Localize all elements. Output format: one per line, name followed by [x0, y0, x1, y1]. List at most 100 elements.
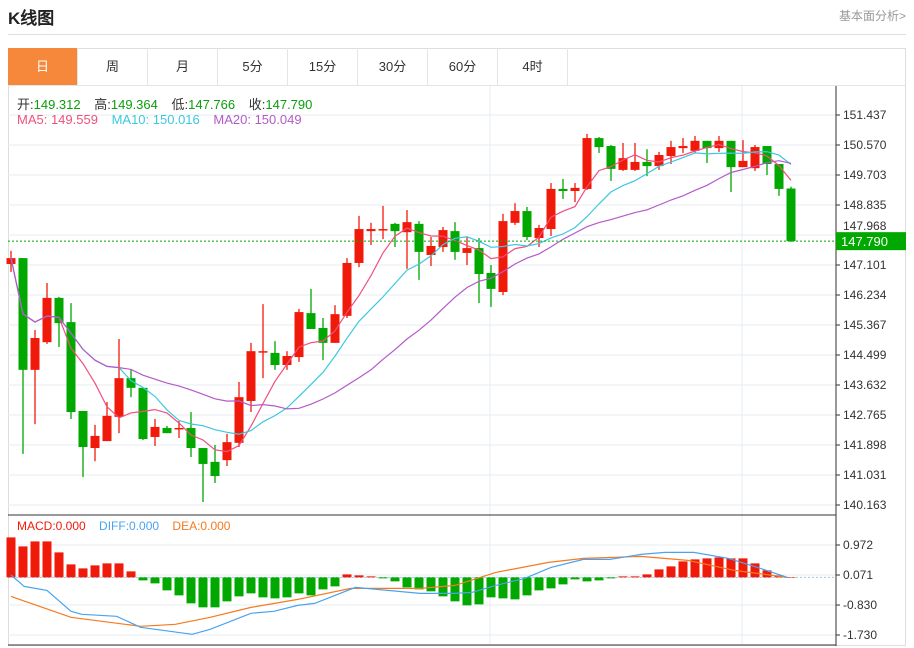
macd-bar	[642, 574, 652, 578]
candle	[318, 317, 328, 361]
macd-bar	[282, 577, 292, 598]
candle-body	[402, 222, 412, 233]
candle-body	[162, 427, 172, 434]
fundamental-analysis-link[interactable]: 基本面分析>	[838, 9, 906, 23]
candle-body	[90, 435, 100, 449]
ma20-legend: MA20: 150.049	[213, 112, 302, 127]
candle-body	[234, 397, 244, 443]
candle	[726, 140, 736, 193]
diff-legend-item: DIFF:0.000	[99, 519, 160, 533]
candle	[666, 140, 676, 165]
ma5-legend: MA5: 149.559	[17, 112, 98, 127]
tab-5min[interactable]: 5分	[218, 48, 288, 85]
candle	[378, 205, 388, 240]
y-tick-label: 147.968	[843, 219, 887, 233]
candle	[714, 135, 724, 152]
candle-body	[570, 187, 580, 192]
y-tick-label: 141.898	[843, 438, 887, 452]
candle-body	[30, 338, 40, 370]
macd-bar	[666, 566, 676, 578]
candle	[594, 137, 604, 153]
y-tick-label: 144.499	[843, 348, 887, 362]
candle	[606, 144, 616, 181]
candle	[678, 138, 688, 153]
candle-body	[42, 297, 52, 343]
candle	[774, 164, 784, 196]
candle	[462, 237, 472, 266]
tab-week[interactable]: 周	[78, 48, 148, 85]
tab-month[interactable]: 月	[148, 48, 218, 85]
tab-30min[interactable]: 30分	[358, 48, 428, 85]
macd-bar	[762, 570, 772, 578]
candle	[270, 341, 280, 370]
candle	[486, 265, 496, 307]
macd-bar	[678, 561, 688, 578]
candle	[30, 330, 40, 425]
candle-body	[678, 146, 688, 149]
candle	[102, 402, 112, 442]
candle	[546, 183, 556, 236]
candle-body	[594, 138, 604, 148]
y-tick-label: 147.101	[843, 258, 887, 272]
candle-body	[342, 262, 352, 316]
candle-body	[510, 211, 520, 223]
tab-15min[interactable]: 15分	[288, 48, 358, 85]
macd-bar	[450, 577, 460, 602]
open-item: 开:149.312	[17, 97, 81, 112]
macd-bar	[258, 577, 268, 598]
macd-bar	[186, 577, 196, 604]
candle	[150, 418, 160, 446]
open-label: 开:	[17, 97, 34, 112]
macd-bar	[294, 577, 304, 594]
candle	[330, 305, 340, 343]
candle	[510, 203, 520, 225]
macd-bar	[30, 541, 40, 578]
macd-legend-item: MACD:0.000	[17, 519, 86, 533]
candle-body	[318, 327, 328, 343]
candle-body	[366, 229, 376, 232]
candle-body	[210, 461, 220, 477]
close-label: 收:	[248, 97, 266, 112]
macd-bar	[174, 577, 184, 596]
candle	[630, 142, 640, 171]
y-tick-label: 150.570	[843, 138, 887, 152]
candle-body	[750, 147, 760, 169]
candle-body	[486, 272, 496, 289]
candle-body	[6, 258, 16, 264]
page-title: K线图	[8, 9, 55, 28]
candle	[198, 448, 208, 502]
ohlc-legend: 开:149.312 高:149.364 低:147.766 收:147.790	[17, 94, 322, 113]
macd-bar	[546, 577, 556, 589]
tab-day[interactable]: 日	[8, 48, 78, 85]
macd-bar	[150, 577, 160, 584]
tab-60min[interactable]: 60分	[428, 48, 498, 85]
macd-bar	[78, 568, 88, 578]
high-value: 149.364	[110, 97, 158, 112]
divider	[8, 34, 906, 35]
macd-bar	[690, 559, 700, 578]
candle	[294, 308, 304, 362]
candle-body	[630, 161, 640, 170]
candle-body	[246, 351, 256, 401]
candle-body	[102, 415, 112, 442]
candle	[234, 381, 244, 447]
macd-bar	[318, 577, 328, 590]
candle	[306, 288, 316, 330]
macd-y-tick-label: 0.972	[843, 538, 873, 552]
y-tick-label: 151.437	[843, 108, 887, 122]
macd-bar	[570, 577, 580, 580]
macd-bar	[606, 577, 616, 579]
macd-bar	[462, 577, 472, 606]
tab-4hour[interactable]: 4时	[498, 48, 568, 85]
last-price-badge	[836, 232, 906, 251]
candle	[558, 178, 568, 199]
y-tick-label: 143.632	[843, 378, 887, 392]
candle-body	[582, 138, 592, 189]
macd-legend: MACD:0.000 DIFF:0.000 DEA:0.000	[17, 519, 240, 533]
y-tick-label: 145.367	[843, 318, 887, 332]
candle	[174, 421, 184, 438]
macd-bar	[6, 537, 16, 578]
high-item: 高:149.364	[94, 97, 158, 112]
candle-body	[270, 352, 280, 366]
